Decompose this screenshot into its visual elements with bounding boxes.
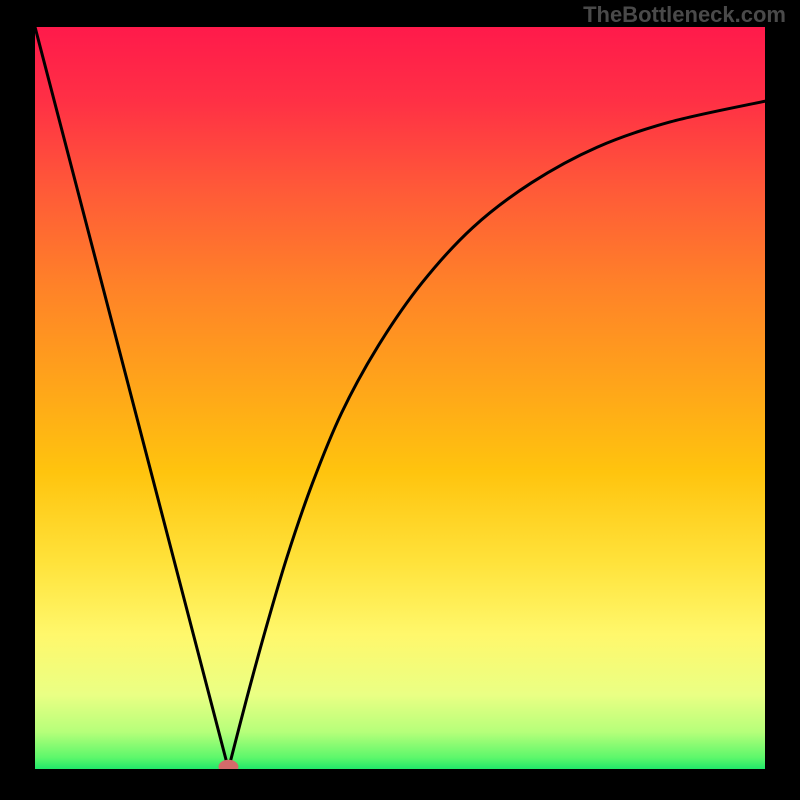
- bottleneck-chart: [35, 27, 765, 769]
- chart-svg: [35, 27, 765, 769]
- attribution-label: TheBottleneck.com: [583, 2, 786, 28]
- chart-background: [35, 27, 765, 769]
